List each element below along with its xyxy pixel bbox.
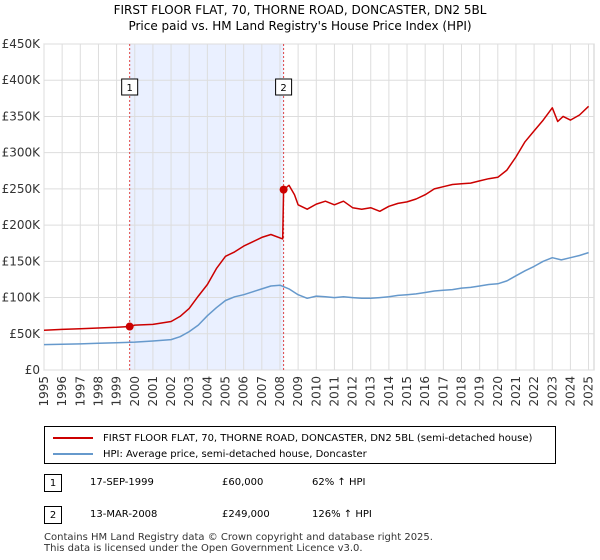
sale-date: 13-MAR-2008 xyxy=(90,509,158,520)
x-tick-label: 2004 xyxy=(200,376,214,407)
footer: Contains HM Land Registry data © Crown c… xyxy=(44,532,433,554)
sale-row: 1 17-SEP-1999 £60,000 62% ↑ HPI xyxy=(44,474,444,492)
x-tick-label: 2006 xyxy=(237,376,251,407)
sale-hpi-change: 62% ↑ HPI xyxy=(312,477,366,488)
x-tick-label: 2023 xyxy=(545,376,559,407)
sale-point xyxy=(125,322,134,331)
y-tick-label: £200K xyxy=(2,218,42,232)
sale-marker-box xyxy=(121,78,139,96)
sale-marker-badge: 2 xyxy=(44,506,62,524)
x-tick-label: 2016 xyxy=(418,376,432,407)
grid-lines xyxy=(43,43,594,371)
sale-marker-label: 2 xyxy=(280,83,286,94)
x-tick-label: 2003 xyxy=(182,376,196,407)
chart-title: FIRST FLOOR FLAT, 70, THORNE ROAD, DONCA… xyxy=(113,3,487,17)
x-tick-label: 2022 xyxy=(527,376,541,407)
x-tick-label: 1999 xyxy=(110,376,124,407)
x-tick-label: 2007 xyxy=(255,376,269,407)
sale-marker-label: 1 xyxy=(126,83,132,94)
sale-point xyxy=(279,185,288,194)
series-lines xyxy=(43,105,590,346)
legend-swatch-hpi xyxy=(53,453,93,455)
footer-copyright: Contains HM Land Registry data © Crown c… xyxy=(44,532,433,543)
y-tick-label: £300K xyxy=(2,146,42,160)
y-tick-label: £100K xyxy=(2,291,42,305)
x-tick-label: 2010 xyxy=(309,376,323,407)
x-axis-labels: 1995 1996 1997 1998 1999 2000 2001 2002 2003 2004… xyxy=(37,376,596,407)
x-tick-label: 2017 xyxy=(436,376,450,407)
x-tick-label: 2008 xyxy=(273,376,287,407)
x-tick-label: 2005 xyxy=(219,376,233,407)
x-tick-label: 2018 xyxy=(454,376,468,407)
x-tick-label: 1995 xyxy=(37,376,51,407)
chart-subtitle: Price paid vs. HM Land Registry's House … xyxy=(128,19,472,33)
y-tick-label: £50K xyxy=(9,327,41,341)
sale-hpi-change: 126% ↑ HPI xyxy=(312,509,372,520)
price-chart: £0 £50K £100K £150K £200K £250K £300K £350K £400… xyxy=(2,37,596,407)
legend-label-hpi: HPI: Average price, semi-detached house,… xyxy=(103,448,367,460)
sale-marker-box xyxy=(275,78,293,96)
x-tick-label: 2021 xyxy=(509,376,523,407)
x-tick-label: 2002 xyxy=(164,376,178,407)
x-tick-label: 2011 xyxy=(327,376,341,407)
x-tick-label: 2025 xyxy=(582,376,596,407)
y-tick-label: £250K xyxy=(2,182,42,196)
x-tick-label: 2015 xyxy=(400,376,414,407)
x-tick-label: 2013 xyxy=(364,376,378,407)
y-tick-label: £0 xyxy=(25,363,40,377)
y-tick-label: £350K xyxy=(2,109,42,123)
x-tick-label: 2012 xyxy=(346,376,360,407)
property-price-line xyxy=(43,105,590,331)
x-tick-label: 2020 xyxy=(491,376,505,407)
x-tick-label: 1996 xyxy=(55,376,69,407)
y-tick-label: £450K xyxy=(2,37,42,51)
legend-label-property: FIRST FLOOR FLAT, 70, THORNE ROAD, DONCA… xyxy=(103,432,533,444)
sale-date: 17-SEP-1999 xyxy=(90,477,154,488)
x-tick-label: 2001 xyxy=(146,376,160,407)
x-tick-label: 2019 xyxy=(473,376,487,407)
y-tick-label: £400K xyxy=(2,73,42,87)
sale-price: £60,000 xyxy=(222,477,264,488)
x-tick-label: 2009 xyxy=(291,376,305,407)
legend-item-hpi: HPI: Average price, semi-detached house,… xyxy=(53,447,367,461)
sale-row: 2 13-MAR-2008 £249,000 126% ↑ HPI xyxy=(44,506,444,524)
sale-price: £249,000 xyxy=(222,509,270,520)
hpi-line xyxy=(43,251,589,346)
x-tick-label: 1997 xyxy=(73,376,87,407)
sale-points xyxy=(125,185,288,331)
legend-item-property: FIRST FLOOR FLAT, 70, THORNE ROAD, DONCA… xyxy=(53,431,532,445)
x-tick-label: 2014 xyxy=(382,376,396,407)
x-tick-label: 2000 xyxy=(128,376,142,407)
sale-marker-badge: 1 xyxy=(44,474,62,492)
legend: FIRST FLOOR FLAT, 70, THORNE ROAD, DONCA… xyxy=(44,426,556,464)
footer-licence: This data is licensed under the Open Gov… xyxy=(44,543,363,554)
x-tick-label: 1998 xyxy=(91,376,105,407)
y-tick-label: £150K xyxy=(2,254,42,268)
legend-swatch-property xyxy=(53,437,93,439)
y-axis-labels: £0 £50K £100K £150K £200K £250K £300K £350K £400… xyxy=(2,37,42,377)
x-tick-label: 2024 xyxy=(563,376,577,407)
chart-title-block: FIRST FLOOR FLAT, 70, THORNE ROAD, DONCA… xyxy=(0,2,600,34)
